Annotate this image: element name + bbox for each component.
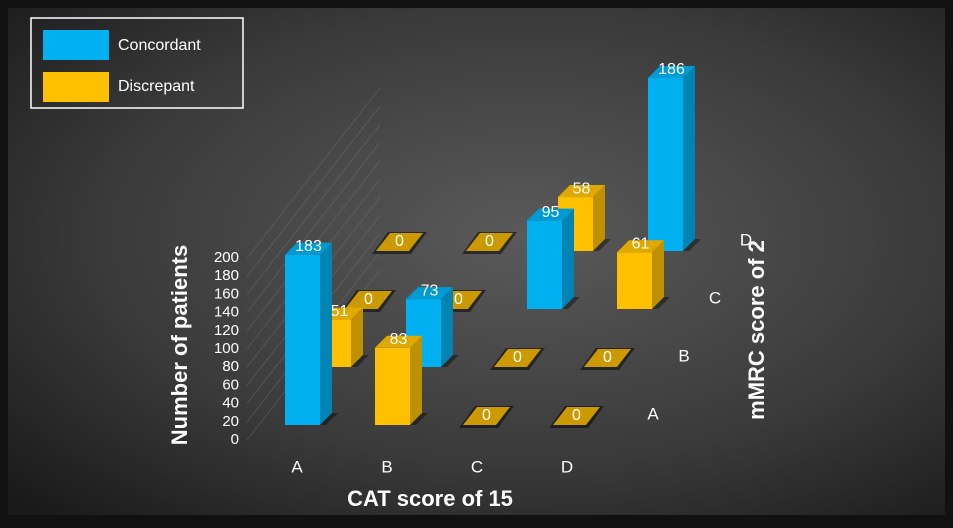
x-tick-label: C [471,457,483,476]
value-label: 0 [454,291,463,308]
value-label: 58 [573,180,591,197]
bar: 61 [617,235,670,309]
bar-top [648,66,695,79]
x-axis-label: CAT score of 15 [347,486,513,511]
bar-top [345,291,392,309]
z-tick-label: D [740,230,752,249]
bar: 95 [527,204,580,309]
value-label: 73 [421,282,439,299]
bar-top [285,242,332,255]
y-tick-label: 80 [222,358,239,375]
bar-top [375,335,422,348]
bar-top [466,233,513,251]
legend-label: Discrepant [118,78,195,95]
bar-front [285,254,320,425]
grid-line [246,142,381,313]
y-axis-label: Number of patients [167,245,192,445]
value-label: 0 [572,407,581,424]
bar-side [593,185,605,251]
grid-line [246,124,381,295]
x-tick-label: B [381,457,392,476]
bar-top [553,407,600,425]
bar-front [375,347,410,425]
bar-side [351,307,363,367]
x-tick-label: D [561,457,573,476]
value-label: 0 [513,349,522,366]
z-tick-label: B [678,346,689,365]
legend-swatch [43,72,109,102]
legend-label: Concordant [118,37,201,54]
grid-line [246,87,381,259]
y-tick-label: 140 [214,304,239,321]
bar-top [527,208,574,221]
bar-top [463,407,510,425]
value-label: 51 [331,303,349,320]
grid-line [246,106,381,277]
value-label: 183 [295,238,322,255]
bar: 183 [285,238,338,425]
bar-top [406,287,453,300]
bar-top [617,240,664,253]
bar: 0 [462,232,517,254]
y-tick-label: 20 [222,413,239,430]
y-tick-label: 160 [214,285,239,302]
bar-front [648,78,683,252]
y-tick-label: 60 [222,376,239,393]
bar: 0 [372,232,427,254]
y-tick-label: 0 [231,431,239,448]
bar: 186 [648,61,701,252]
bar-side [320,242,332,425]
bar-side [683,66,695,252]
y-tick-label: 100 [214,340,239,357]
bar-side [410,335,422,425]
value-label: 0 [364,291,373,308]
background [8,8,945,515]
bar-top [376,233,423,251]
y-tick-label: 180 [214,267,239,284]
value-label: 0 [395,233,404,250]
z-tick-label: C [709,288,721,307]
value-label: 61 [632,235,650,252]
bar-side [652,240,664,309]
bar: 73 [406,282,459,367]
bar-front [617,252,652,309]
legend: Concordant Discrepant [30,17,244,109]
bar: 83 [375,331,428,425]
bar-top [558,185,605,198]
bar: 0 [549,406,604,428]
bar-top [584,349,631,367]
bar: 0 [459,406,514,428]
bar-top [494,349,541,367]
legend-box [30,17,244,109]
value-label: 0 [482,407,491,424]
bar-side [562,208,574,309]
value-label: 83 [390,331,408,348]
bar: 0 [580,348,635,370]
bar-front [527,220,562,309]
z-axis-label: mMRC score of 2 [744,240,769,420]
value-label: 186 [658,61,685,78]
y-tick-label: 40 [222,395,239,412]
value-label: 0 [603,349,612,366]
value-label: 95 [542,204,560,221]
value-label: 0 [485,233,494,250]
z-tick-label: A [647,404,659,423]
legend-swatch [43,30,109,60]
y-tick-label: 200 [214,249,239,266]
bar: 0 [341,290,396,312]
bar: 0 [490,348,545,370]
x-tick-label: A [291,457,303,476]
y-tick-label: 120 [214,322,239,339]
bar-side [441,287,453,367]
